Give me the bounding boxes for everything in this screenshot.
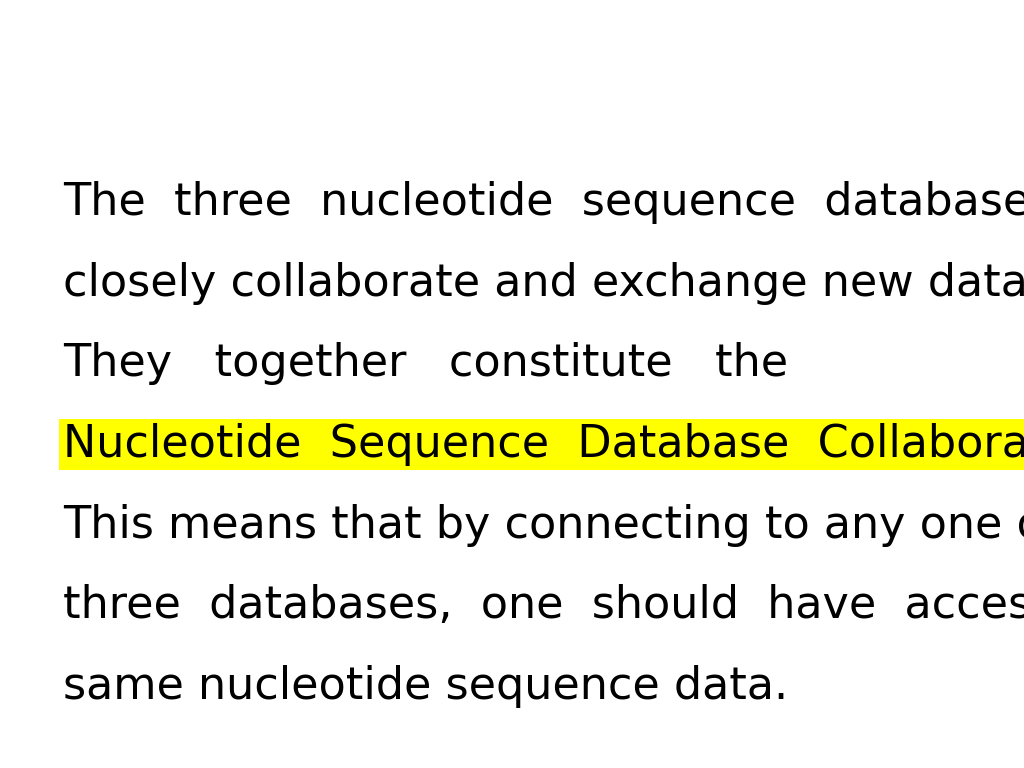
Text: The  three  nucleotide  sequence  databases  are: The three nucleotide sequence databases …	[63, 181, 1024, 224]
Text: Nucleotide  Sequence  Database  Collaboration: Nucleotide Sequence Database Collaborati…	[63, 423, 1024, 466]
Text: This means that by connecting to any one of the: This means that by connecting to any one…	[63, 504, 1024, 547]
Text: closely collaborate and exchange new data daily.: closely collaborate and exchange new dat…	[63, 262, 1024, 305]
Text: three  databases,  one  should  have  access  to  the: three databases, one should have access …	[63, 584, 1024, 627]
Text: They   together   constitute   the: They together constitute the	[63, 343, 831, 386]
Text: same nucleotide sequence data.: same nucleotide sequence data.	[63, 665, 788, 708]
